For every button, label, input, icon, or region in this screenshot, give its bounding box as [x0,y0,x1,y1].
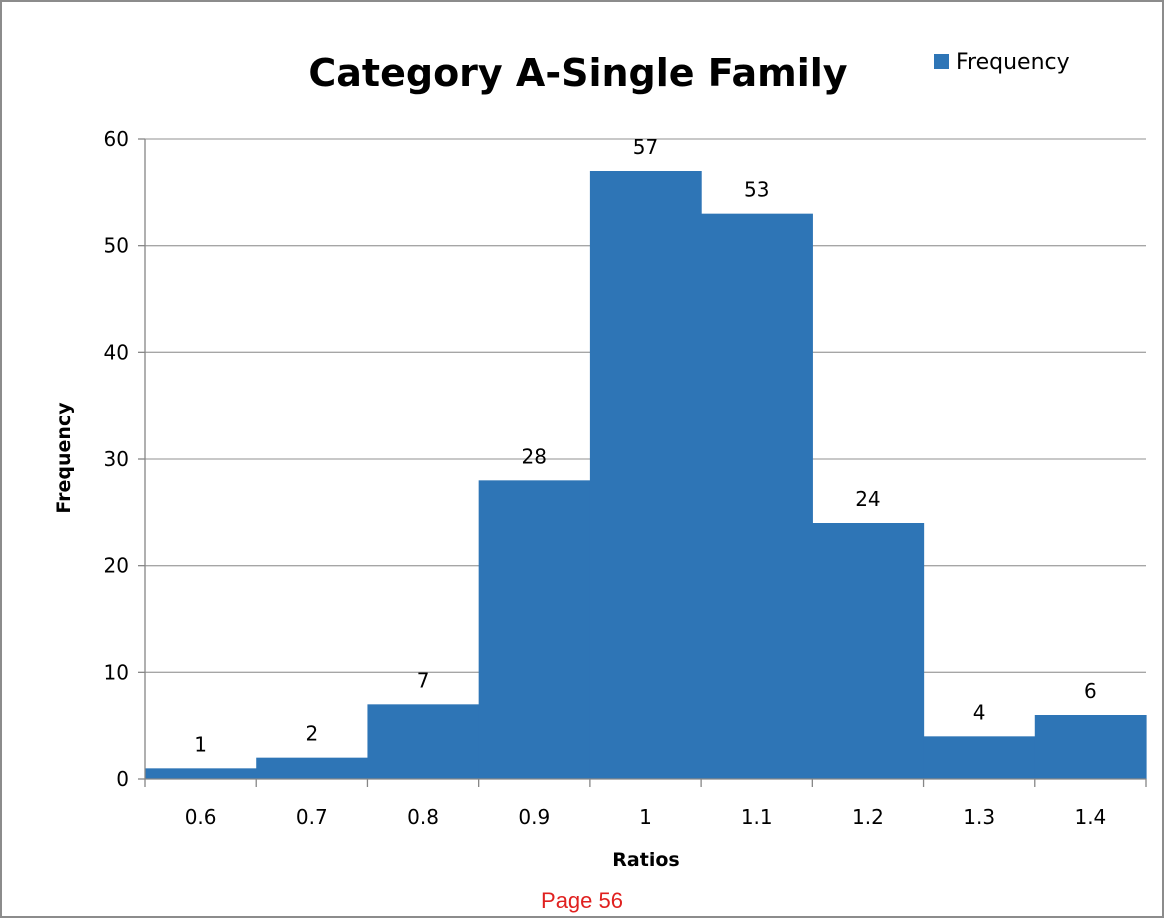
bar-1 [589,171,702,779]
data-label: 7 [417,668,430,692]
data-label: 6 [1084,679,1097,703]
y-tick-label: 60 [104,127,129,151]
data-label: 4 [973,700,986,724]
axes [144,139,1147,787]
bar-0.9 [478,480,591,779]
x-tick-label: 1.1 [741,805,773,829]
y-tick-labels: 0 10 20 30 40 50 60 [104,127,129,791]
bar-1.2 [812,523,925,779]
bar-1.1 [701,213,813,779]
x-tick-label: 0.6 [185,805,217,829]
data-label: 57 [633,135,658,159]
y-tick-label: 50 [104,234,129,258]
data-label: 2 [305,722,318,746]
x-tick-labels: 0.6 0.7 0.8 0.9 1 1.1 1.2 1.3 1.4 [185,805,1107,829]
bar-1.4 [1034,715,1147,779]
y-tick-label: 30 [104,447,129,471]
data-label: 1 [194,732,207,756]
legend: Frequency [934,50,1070,75]
chart-title: Category A-Single Family [308,51,847,95]
y-tick-label: 20 [104,554,129,578]
bar-0.7 [256,757,369,779]
y-tick-label: 40 [104,340,129,364]
bar-1.3 [923,736,1036,779]
x-tick-label: 0.9 [518,805,550,829]
data-label: 28 [522,444,547,468]
x-tick-label: 1.3 [963,805,995,829]
x-tick-label: 0.8 [407,805,439,829]
y-axis-title: Frequency [53,402,75,514]
data-label: 53 [744,178,769,202]
x-axis-title: Ratios [612,849,679,871]
data-label: 24 [855,487,880,511]
page-number: Page 56 [541,888,623,913]
x-tick-label: 1.4 [1074,805,1106,829]
bar-0.8 [367,704,480,779]
y-tick-label: 10 [104,660,129,684]
legend-label: Frequency [956,50,1070,75]
x-tick-label: 0.7 [296,805,328,829]
bar-0.6 [145,768,257,779]
legend-swatch [934,54,949,69]
x-tick-label: 1 [639,805,652,829]
y-tick-label: 0 [116,767,129,791]
data-labels: 1 2 7 28 57 53 24 4 6 [194,135,1097,756]
x-tick-label: 1.2 [852,805,884,829]
bars [145,171,1147,779]
